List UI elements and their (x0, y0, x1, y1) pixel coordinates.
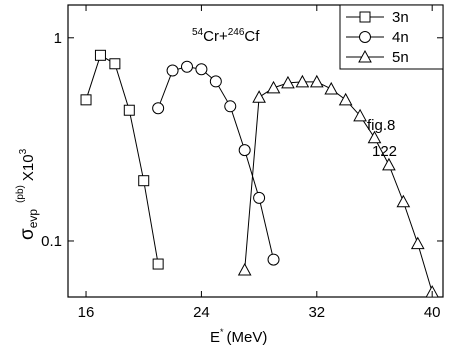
legend-label: 3n (392, 9, 409, 26)
marker (109, 58, 121, 70)
legend-marker (359, 11, 371, 23)
marker (209, 75, 222, 88)
marker (195, 63, 208, 76)
marker (281, 75, 295, 89)
marker (152, 258, 164, 270)
marker (94, 49, 106, 61)
marker (324, 81, 339, 95)
marker (367, 130, 382, 144)
legend-marker (359, 31, 371, 43)
marker (123, 104, 135, 116)
marker (224, 100, 237, 113)
marker (152, 102, 165, 115)
plot-frame (67, 4, 444, 298)
x-tick-label: 40 (424, 304, 441, 321)
marker (382, 157, 396, 171)
marker (238, 144, 251, 157)
marker (396, 194, 411, 208)
marker (253, 191, 266, 204)
marker (180, 60, 193, 73)
legend-marker (358, 49, 372, 63)
legend-label: 4n (392, 29, 409, 46)
marker (266, 80, 281, 94)
chart-title: 54Cr+246Cf (192, 27, 260, 45)
legend-label: 5n (392, 49, 409, 66)
y-axis-label: σevp(pb)X103 (15, 148, 40, 240)
x-tick-label: 16 (78, 304, 95, 321)
marker (353, 108, 367, 122)
x-tick-label: 24 (193, 304, 210, 321)
marker (80, 94, 92, 106)
series-line (85, 54, 159, 265)
marker (166, 64, 179, 77)
marker (267, 253, 280, 266)
marker (338, 92, 353, 106)
x-tick-label: 32 (308, 304, 325, 321)
x-axis-label: E* (MeV) (210, 327, 267, 346)
marker (252, 90, 266, 103)
y-tick-label: 0.1 (41, 233, 62, 250)
marker (295, 74, 310, 88)
marker (138, 175, 150, 187)
y-tick-label: 1 (54, 30, 62, 47)
annotation: 122 (372, 143, 397, 160)
marker (237, 262, 252, 276)
marker (410, 236, 425, 250)
annotation: fig.8 (367, 117, 395, 134)
marker (309, 74, 324, 88)
